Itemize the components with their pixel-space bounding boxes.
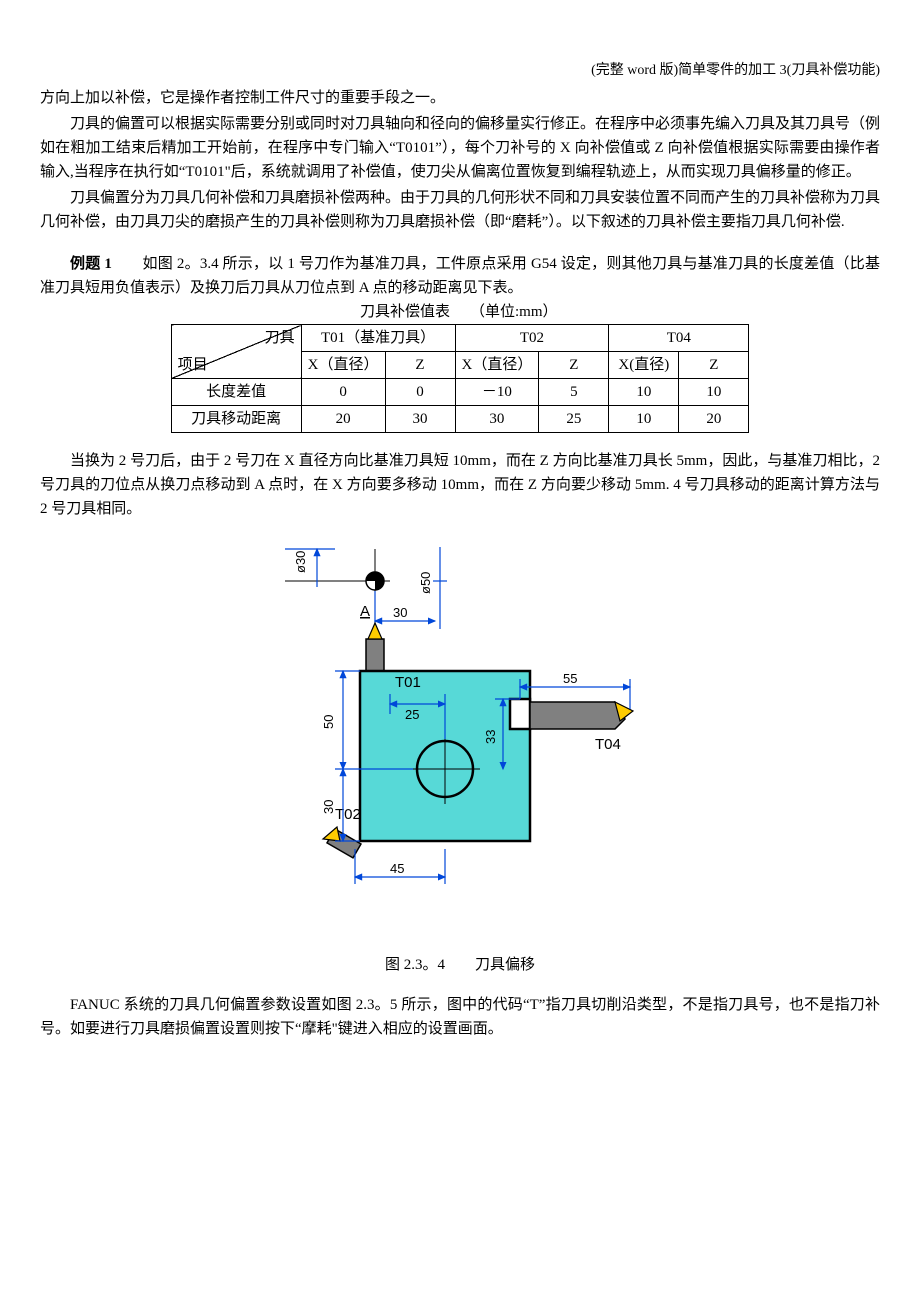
col-t02: T02 [455, 325, 609, 352]
sub-x1: X（直径） [301, 352, 385, 379]
label-t04: T04 [595, 736, 621, 753]
label-t01: T01 [395, 674, 421, 691]
cell-1-0: 20 [301, 406, 385, 433]
dim-h55: 55 [563, 671, 577, 686]
table-diag-header: 刀具 项目 [171, 325, 301, 379]
col-t04: T04 [609, 325, 749, 352]
sub-x3: X(直径) [609, 352, 679, 379]
tool-t01 [366, 623, 384, 671]
cell-0-4: 10 [609, 379, 679, 406]
rowlabel-1: 刀具移动距离 [171, 406, 301, 433]
para-continuation: 方向上加以补偿，它是操作者控制工件尺寸的重要手段之一。 [40, 86, 880, 110]
label-A: A [360, 603, 370, 620]
sub-z2: Z [539, 352, 609, 379]
para-after-table: 当换为 2 号刀后，由于 2 号刀在 X 直径方向比基准刀具短 10mm，而在 … [40, 449, 880, 521]
sub-z1: Z [385, 352, 455, 379]
row-movedist: 刀具移动距离 20 30 30 25 10 20 [171, 406, 749, 433]
example1-text: 如图 2。3.4 所示，以 1 号刀作为基准刀具，工件原点采用 G54 设定，则… [40, 256, 880, 296]
diag-bot: 项目 [178, 353, 208, 377]
sub-z3: Z [679, 352, 749, 379]
cell-1-5: 20 [679, 406, 749, 433]
dim-v50: 50 [321, 715, 336, 729]
figure-tool-offset: ø30 ø50 A 30 T01 T04 T02 50 30 25 [40, 539, 880, 947]
dim-h30: 30 [393, 605, 407, 620]
para-fanuc: FANUC 系统的刀具几何偏置参数设置如图 2.3。5 所示，图中的代码“T”指… [40, 993, 880, 1041]
dim-d50: ø50 [418, 572, 433, 594]
cell-1-2: 30 [455, 406, 539, 433]
row-lengthdiff: 长度差值 0 0 －10 5 10 10 [171, 379, 749, 406]
example1-label: 例题 1 [70, 256, 112, 272]
figure-caption: 图 2.3。4 刀具偏移 [40, 953, 880, 977]
cell-1-1: 30 [385, 406, 455, 433]
dim-v33: 33 [483, 730, 498, 744]
dim-d30: ø30 [293, 551, 308, 573]
tool-t04 [530, 702, 633, 729]
sub-x2: X（直径） [455, 352, 539, 379]
header-note: (完整 word 版)简单零件的加工 3(刀具补偿功能) [40, 60, 880, 82]
cell-0-1: 0 [385, 379, 455, 406]
para-offset-desc: 刀具的偏置可以根据实际需要分别或同时对刀具轴向和径向的偏移量实行修正。在程序中必… [40, 112, 880, 184]
dim-h45: 45 [390, 861, 404, 876]
para-offset-types: 刀具偏置分为刀具几何补偿和刀具磨损补偿两种。由于刀具的几何形状不同和刀具安装位置… [40, 186, 880, 234]
cell-0-5: 10 [679, 379, 749, 406]
diag-top: 刀具 [265, 326, 295, 350]
dim-h25: 25 [405, 707, 419, 722]
table-title: 刀具补偿值表（单位:mm） [161, 300, 759, 324]
cell-0-2: －10 [455, 379, 539, 406]
cell-0-0: 0 [301, 379, 385, 406]
dim-v30: 30 [321, 800, 336, 814]
cell-0-3: 5 [539, 379, 609, 406]
table-title-unit: （单位:mm） [460, 300, 759, 324]
cell-1-4: 10 [609, 406, 679, 433]
example1: 例题 1 如图 2。3.4 所示，以 1 号刀作为基准刀具，工件原点采用 G54… [40, 252, 880, 300]
table-title-left: 刀具补偿值表 [161, 300, 460, 324]
col-t01: T01（基准刀具） [301, 325, 455, 352]
label-t02: T02 [335, 806, 361, 823]
rowlabel-0: 长度差值 [171, 379, 301, 406]
cell-1-3: 25 [539, 406, 609, 433]
tool-comp-table: 刀具 项目 T01（基准刀具） T02 T04 X（直径） Z X（直径） Z … [171, 324, 750, 433]
